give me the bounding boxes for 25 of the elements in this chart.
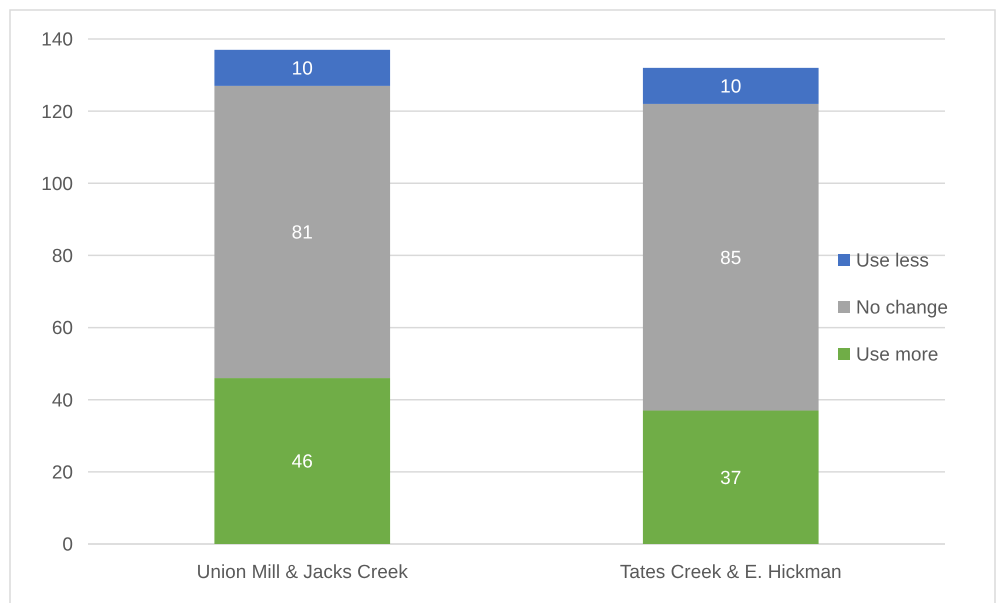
- data-label: 37: [720, 468, 742, 489]
- bar: [642, 104, 819, 411]
- y-tick-label: 120: [41, 102, 73, 123]
- legend-label: Use more: [856, 344, 938, 366]
- data-label: 46: [292, 452, 313, 473]
- y-tick-label: 0: [62, 534, 73, 556]
- data-label: 10: [720, 76, 742, 98]
- bar: [214, 86, 390, 378]
- bar: [214, 378, 390, 544]
- bar: [642, 410, 819, 544]
- y-tick-label: 20: [52, 462, 73, 484]
- data-label: 10: [292, 58, 313, 80]
- data-label: 81: [292, 222, 313, 244]
- x-tick-label: Union Mill & Jacks Creek: [196, 562, 408, 583]
- x-tick-label: Tates Creek & E. Hickman: [620, 562, 842, 583]
- legend-label: Use less: [856, 250, 929, 272]
- legend-label: No change: [856, 298, 948, 319]
- y-tick-label: 140: [41, 30, 73, 51]
- y-tick-label: 80: [52, 246, 73, 268]
- y-tick-label: 100: [41, 174, 73, 195]
- y-tick-label: 60: [52, 318, 73, 340]
- data-label: 85: [720, 248, 742, 269]
- y-tick-label: 40: [52, 390, 73, 412]
- bar: [642, 68, 819, 104]
- bar: [214, 50, 390, 86]
